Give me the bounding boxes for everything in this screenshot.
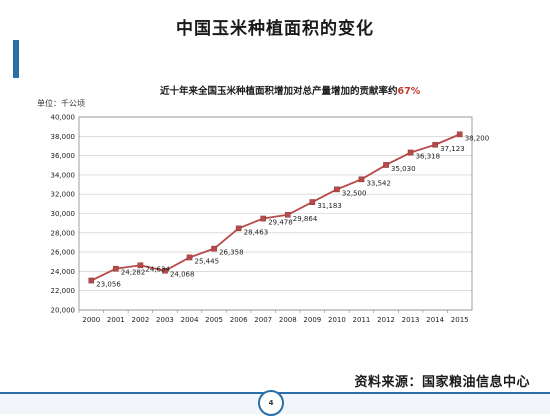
slide-title: 中国玉米种植面积的变化 [176,19,374,39]
data-point [309,199,316,205]
x-tick-label: 2003 [156,316,174,324]
data-point [456,131,463,138]
x-tick-label: 2004 [181,316,199,324]
data-label: 32,500 [342,189,367,197]
y-tick-label: 40,000 [51,114,76,122]
y-tick-label: 36,000 [51,152,76,160]
data-point [260,215,267,222]
data-label: 35,030 [391,165,416,173]
x-tick-label: 2013 [402,316,420,324]
data-label: 33,542 [366,179,391,187]
data-label: 36,318 [416,153,441,161]
data-label: 26,358 [219,249,244,257]
y-tick-label: 28,000 [51,229,76,237]
y-tick-label: 30,000 [51,210,76,218]
data-label: 29,478 [268,219,293,227]
data-label: 24,634 [145,265,170,273]
unit-label: 单位：千公顷 [37,99,85,108]
chart-title: 近十年来全国玉米种植面积增加对总产量增加的贡献率约67% [160,85,421,97]
data-label: 23,056 [96,281,121,289]
x-tick-label: 2012 [377,316,395,324]
x-tick-label: 2011 [353,316,371,324]
data-point [358,176,365,183]
data-point [113,265,119,272]
x-tick-label: 2009 [303,316,321,324]
x-tick-label: 2010 [328,316,346,324]
y-tick-label: 34,000 [51,171,76,179]
page-number: 4 [258,390,284,416]
data-label: 37,123 [440,145,465,153]
data-label: 38,200 [465,134,490,142]
y-tick-label: 38,000 [51,133,76,141]
x-tick-label: 2001 [107,316,125,324]
chart-title-percent: 67% [398,86,421,97]
data-label: 25,445 [195,257,220,265]
data-label: 29,864 [293,215,318,223]
data-label: 31,183 [317,202,342,210]
x-tick-label: 2005 [205,316,223,324]
x-tick-label: 2015 [451,316,469,324]
y-tick-label: 20,000 [51,307,76,315]
x-tick-label: 2006 [230,316,248,324]
x-tick-label: 2002 [131,316,149,324]
data-point [186,254,193,261]
data-point [383,162,389,168]
data-point [407,149,414,156]
y-tick-label: 32,000 [51,191,76,199]
data-point [88,277,95,284]
data-point [162,267,168,274]
y-tick-label: 22,000 [51,287,76,295]
y-tick-label: 24,000 [51,268,76,276]
data-point [235,225,242,232]
x-tick-label: 2008 [279,316,297,324]
data-label: 28,463 [244,228,269,236]
data-point [137,262,144,269]
chart-title-text: 近十年来全国玉米种植面积增加对总产量增加的贡献率约 [160,85,398,97]
data-point [432,141,438,148]
x-tick-label: 2014 [426,316,444,324]
chart: 近十年来全国玉米种植面积增加对总产量增加的贡献率约67% 20,000 22,00… [51,85,490,324]
data-label: 24,282 [121,269,146,277]
y-tick-label: 26,000 [51,249,76,257]
data-point [284,212,291,218]
data-label: 24,068 [170,271,195,279]
data-point [211,245,217,252]
x-tick-label: 2000 [82,316,100,324]
data-point [334,186,340,193]
series-line [90,133,461,282]
accent-bar [13,40,19,78]
source-note: 资料来源：国家粮油信息中心 [354,375,530,390]
x-tick-label: 2007 [254,316,272,324]
